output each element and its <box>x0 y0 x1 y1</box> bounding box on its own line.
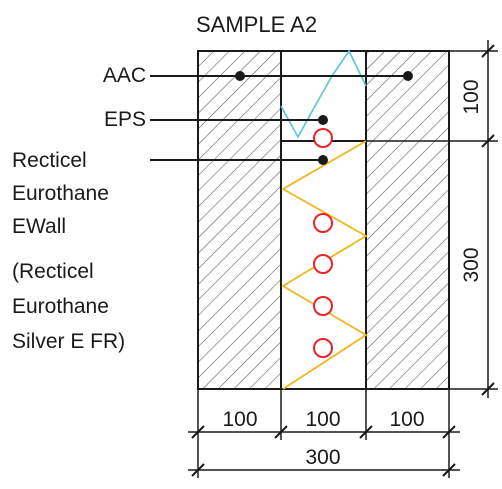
right-dim-tick-mid <box>481 134 495 148</box>
bottom-dim-tick <box>191 425 205 439</box>
label-recticel-line-2: Eurothane <box>12 182 109 205</box>
aac-leader-dot-left <box>235 71 245 81</box>
aac-left-block <box>197 50 282 390</box>
dim-right-top-text: 100 <box>460 79 483 114</box>
bottom-dim-tick <box>442 425 456 439</box>
label-recticel-line-3: EWall <box>12 215 67 238</box>
label-alt-line-3: Silver E FR) <box>12 330 126 353</box>
dim-bottom-total: 300 <box>305 446 340 469</box>
dim-bottom-segment-1: 100 <box>222 408 257 431</box>
eps-leader-dot <box>318 115 328 125</box>
dim-bottom-segment-3: 100 <box>389 408 424 431</box>
right-dim-tick-top <box>481 44 495 58</box>
label-alt-line-2: Eurothane <box>12 295 109 318</box>
label-alt-line-1: (Recticel <box>12 260 94 283</box>
thermocouple-marker <box>313 213 333 233</box>
dim-right-bottom-text: 300 <box>460 247 483 282</box>
bottom-dim-tick <box>274 425 288 439</box>
right-dim-tick-bottom <box>481 382 495 396</box>
thermocouple-marker <box>313 254 333 274</box>
label-recticel-line-1: Recticel <box>12 149 87 172</box>
thermocouple-marker <box>313 338 333 358</box>
aac-right-block <box>365 50 450 390</box>
sample-title: SAMPLE A2 <box>196 12 318 37</box>
thermocouple-marker <box>313 296 333 316</box>
aac-leader-dot-right <box>403 71 413 81</box>
bottom-dim-tick <box>442 463 456 477</box>
recticel-leader-dot <box>318 155 328 165</box>
label-eps: EPS <box>103 108 146 131</box>
label-aac: AAC <box>102 64 146 87</box>
dim-bottom-segment-2: 100 <box>305 408 340 431</box>
eps-zigzag <box>280 49 367 139</box>
bottom-dim-tick <box>191 463 205 477</box>
bottom-dim-tick <box>359 425 373 439</box>
thermocouple-marker <box>313 128 333 148</box>
